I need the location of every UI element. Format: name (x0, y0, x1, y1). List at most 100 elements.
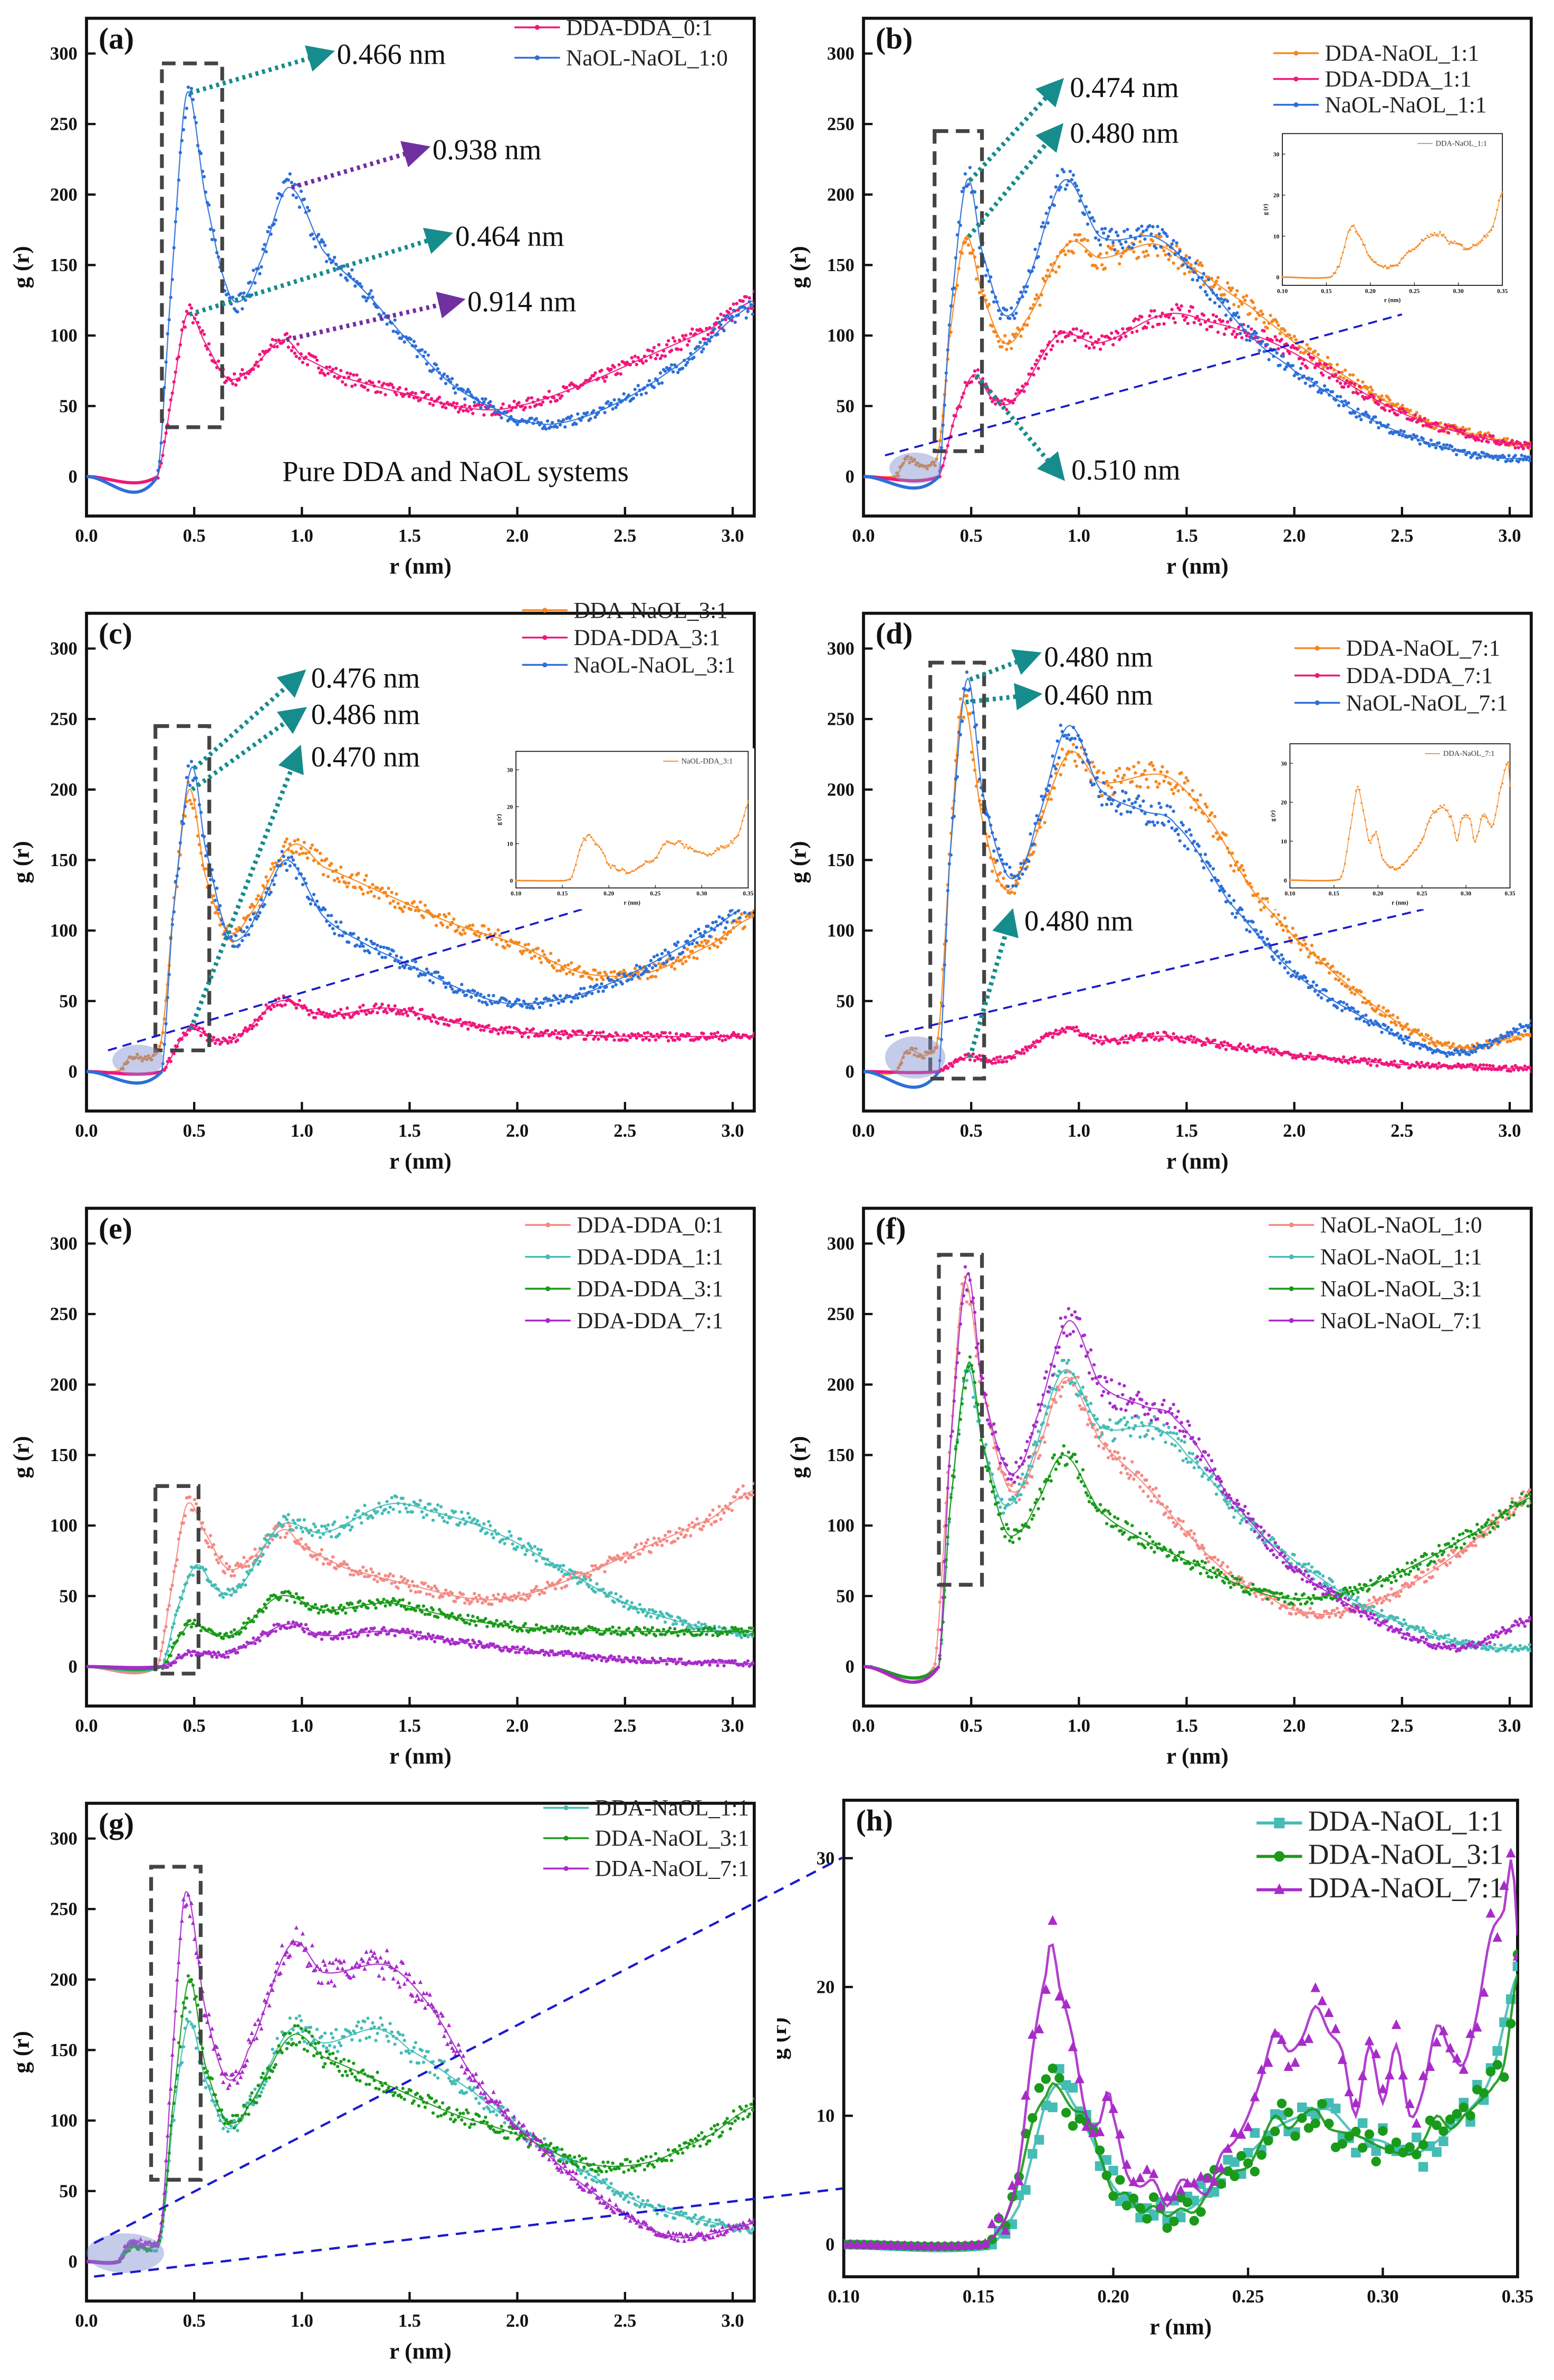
data-point (175, 1044, 179, 1049)
data-point (1157, 322, 1161, 326)
data-point (181, 320, 186, 324)
data-point (1324, 363, 1328, 367)
data-point (579, 418, 583, 422)
data-point (269, 343, 273, 347)
data-point (1033, 247, 1037, 251)
data-point (1524, 458, 1528, 462)
data-point (169, 295, 172, 299)
inset-legend-label: DDA-NaOL_1:1 (1436, 139, 1487, 148)
data-point (674, 1032, 678, 1036)
data-point (726, 846, 728, 848)
data-point (1046, 268, 1050, 272)
data-point (150, 1058, 154, 1062)
data-point (1234, 863, 1238, 867)
x-tick-label: 0.0 (75, 1121, 98, 1141)
data-point (282, 855, 285, 858)
data-point (1410, 437, 1414, 441)
data-point (1396, 402, 1399, 406)
data-point (1135, 796, 1139, 801)
data-point (1435, 234, 1437, 237)
data-point (1426, 1061, 1430, 1065)
data-point (1021, 1048, 1024, 1051)
data-point (1336, 266, 1339, 268)
data-point (401, 909, 405, 914)
data-point (1203, 320, 1207, 324)
data-point (1496, 439, 1500, 443)
data-point (622, 392, 626, 396)
data-point (971, 374, 975, 378)
data-point (332, 255, 337, 260)
data-point (531, 400, 535, 404)
data-point (724, 1038, 727, 1042)
data-point (1132, 243, 1136, 246)
data-point (1312, 277, 1315, 279)
data-point (1075, 238, 1079, 242)
data-point (637, 867, 639, 869)
data-point (1361, 380, 1365, 384)
data-point (1214, 314, 1219, 319)
data-point (452, 917, 456, 921)
data-point (1100, 263, 1104, 267)
data-point (683, 946, 686, 949)
data-point (1329, 363, 1333, 367)
data-point (1043, 357, 1047, 360)
data-point (1327, 376, 1331, 380)
data-point (1213, 301, 1217, 305)
data-point (253, 281, 257, 285)
data-point (1063, 733, 1067, 737)
data-point (1032, 850, 1035, 854)
data-point (985, 268, 990, 272)
data-point (1448, 243, 1451, 245)
data-point (1293, 51, 1299, 56)
data-point (376, 305, 379, 309)
data-point (939, 1001, 943, 1005)
x-tick-label: 0.25 (650, 891, 660, 897)
y-axis-label: g (r) (9, 246, 34, 288)
data-point (191, 806, 195, 810)
data-point (1145, 326, 1148, 330)
data-point (267, 225, 271, 229)
data-point (1261, 340, 1264, 343)
data-point (1040, 794, 1043, 798)
data-point (1479, 430, 1482, 434)
data-point (1251, 301, 1255, 304)
data-point (417, 974, 421, 978)
data-point (437, 913, 442, 917)
data-point (329, 914, 333, 917)
data-point (492, 994, 495, 997)
data-point (671, 956, 675, 960)
data-point (331, 368, 335, 371)
data-point (1289, 337, 1293, 340)
data-point (669, 1035, 674, 1040)
data-point (1356, 378, 1360, 382)
data-point (313, 903, 318, 907)
data-point (1067, 249, 1070, 253)
data-point (1221, 887, 1225, 891)
data-point (450, 920, 454, 925)
data-point (291, 193, 295, 197)
data-point (1222, 298, 1226, 302)
data-point (226, 1041, 230, 1045)
x-axis-label: r (nm) (1166, 1149, 1229, 1174)
data-point (1176, 832, 1180, 837)
data-point (722, 329, 726, 332)
data-point (1013, 398, 1016, 401)
data-point (1123, 773, 1126, 777)
data-point (1049, 774, 1053, 778)
data-point (1106, 784, 1110, 788)
data-point (382, 945, 386, 949)
data-point (1246, 1043, 1250, 1047)
data-point (675, 842, 678, 844)
data-point (960, 189, 964, 194)
data-point (1308, 347, 1312, 351)
data-point (1192, 270, 1196, 274)
data-point (1025, 382, 1029, 386)
data-point (162, 440, 166, 444)
data-point (683, 847, 686, 849)
data-point (223, 929, 227, 934)
data-point (1008, 866, 1012, 869)
data-point (555, 398, 559, 402)
data-point (383, 955, 387, 959)
data-point (1461, 431, 1465, 436)
data-point (439, 401, 443, 405)
